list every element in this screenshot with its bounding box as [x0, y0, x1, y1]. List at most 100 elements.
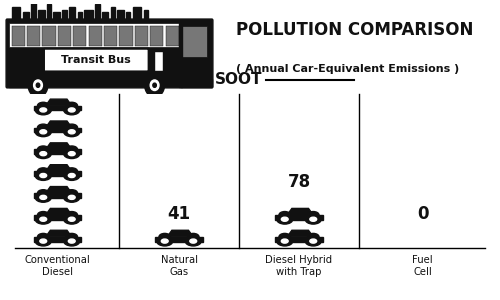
Circle shape [68, 130, 75, 134]
Circle shape [40, 239, 46, 243]
Text: POLLUTION COMPARISON: POLLUTION COMPARISON [236, 21, 473, 39]
Bar [181, 79, 212, 87]
Circle shape [310, 217, 316, 221]
Bar [95, 4, 100, 20]
Circle shape [150, 80, 159, 91]
Circle shape [279, 233, 290, 240]
Circle shape [185, 236, 202, 246]
Polygon shape [46, 230, 72, 237]
Bar [22, 12, 29, 20]
Text: ( Annual Car-Equivalent Emissions ): ( Annual Car-Equivalent Emissions ) [236, 64, 459, 74]
Circle shape [68, 239, 75, 243]
Bar [144, 10, 148, 20]
Circle shape [38, 146, 49, 153]
Circle shape [190, 239, 196, 243]
Circle shape [28, 73, 48, 97]
Circle shape [64, 171, 80, 180]
Polygon shape [34, 171, 81, 176]
Circle shape [64, 149, 80, 158]
Polygon shape [34, 128, 81, 132]
Circle shape [153, 83, 156, 87]
Circle shape [34, 80, 42, 91]
Text: Natural
Gas: Natural Gas [160, 255, 198, 277]
Circle shape [64, 193, 80, 202]
Bar [42, 26, 56, 46]
Polygon shape [34, 237, 81, 242]
FancyBboxPatch shape [44, 49, 148, 71]
Bar [38, 10, 44, 20]
Bar [58, 26, 71, 46]
Circle shape [64, 214, 80, 224]
Circle shape [308, 212, 319, 218]
Bar [69, 7, 75, 20]
Circle shape [305, 236, 322, 246]
Text: Diesel Hybrid
with Trap: Diesel Hybrid with Trap [266, 255, 332, 277]
Circle shape [64, 127, 80, 137]
Circle shape [38, 190, 49, 196]
Circle shape [38, 124, 49, 131]
Polygon shape [155, 237, 203, 242]
Circle shape [159, 233, 170, 240]
Bar [78, 12, 82, 20]
Circle shape [282, 239, 288, 243]
Polygon shape [46, 143, 72, 149]
Circle shape [66, 102, 78, 109]
Circle shape [35, 149, 51, 158]
Bar [117, 10, 124, 20]
Circle shape [68, 173, 75, 178]
Circle shape [310, 239, 316, 243]
Bar [150, 26, 164, 46]
Polygon shape [34, 106, 81, 110]
Circle shape [38, 102, 49, 109]
Circle shape [40, 195, 46, 200]
Polygon shape [46, 208, 72, 215]
Circle shape [68, 108, 75, 112]
Bar [10, 23, 179, 47]
Circle shape [66, 168, 78, 175]
Circle shape [35, 171, 51, 180]
Circle shape [144, 73, 165, 97]
Bar [126, 12, 130, 20]
Bar [84, 10, 93, 20]
Circle shape [40, 173, 46, 178]
Bar [12, 7, 20, 20]
Polygon shape [34, 215, 81, 220]
Circle shape [68, 152, 75, 156]
Circle shape [40, 108, 46, 112]
Text: 0: 0 [417, 206, 428, 224]
Circle shape [68, 217, 75, 221]
Bar [120, 26, 132, 46]
Polygon shape [34, 149, 81, 154]
Text: 41: 41 [168, 206, 190, 224]
Bar [47, 4, 51, 20]
Circle shape [35, 193, 51, 202]
Circle shape [66, 124, 78, 131]
Polygon shape [287, 230, 313, 237]
Circle shape [35, 214, 51, 224]
Bar [179, 23, 182, 87]
Bar [102, 12, 108, 20]
Polygon shape [287, 208, 313, 215]
Circle shape [305, 214, 322, 224]
Text: SOOT: SOOT [215, 72, 262, 87]
Circle shape [40, 217, 46, 221]
Circle shape [156, 236, 173, 246]
Bar [12, 26, 25, 46]
Circle shape [68, 195, 75, 200]
Text: Transit Bus: Transit Bus [62, 55, 131, 65]
Text: Conventional
Diesel: Conventional Diesel [24, 255, 90, 277]
Circle shape [38, 233, 49, 240]
Circle shape [66, 212, 78, 218]
FancyBboxPatch shape [6, 19, 213, 88]
Bar [73, 26, 86, 46]
Polygon shape [46, 121, 72, 128]
Circle shape [66, 233, 78, 240]
Bar [152, 50, 176, 73]
Circle shape [308, 233, 319, 240]
Text: Fuel
Cell: Fuel Cell [412, 255, 433, 277]
Circle shape [38, 212, 49, 218]
Circle shape [279, 212, 290, 218]
Circle shape [38, 168, 49, 175]
Circle shape [66, 190, 78, 196]
Bar [88, 26, 102, 46]
